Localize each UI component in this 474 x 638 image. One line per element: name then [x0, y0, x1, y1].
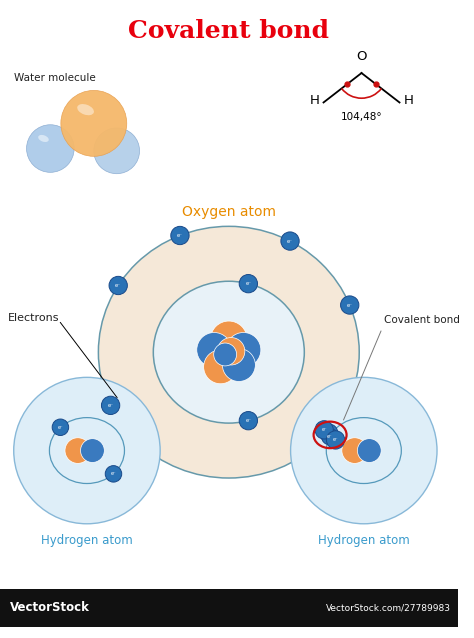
Ellipse shape — [38, 135, 49, 142]
Text: Covalent bond: Covalent bond — [384, 315, 460, 325]
Circle shape — [327, 431, 345, 449]
Circle shape — [101, 396, 120, 415]
Circle shape — [94, 128, 139, 174]
Text: e⁻: e⁻ — [58, 425, 63, 430]
Circle shape — [105, 466, 122, 482]
Text: e⁻: e⁻ — [287, 239, 293, 244]
Ellipse shape — [77, 104, 94, 115]
Text: e⁻: e⁻ — [115, 283, 121, 288]
Circle shape — [109, 276, 128, 295]
Circle shape — [357, 439, 381, 463]
Text: e⁻: e⁻ — [246, 418, 251, 423]
Circle shape — [61, 91, 127, 156]
Text: VectorStock.com/27789983: VectorStock.com/27789983 — [326, 604, 451, 612]
Text: O: O — [356, 50, 367, 63]
Circle shape — [341, 296, 359, 314]
Text: H: H — [404, 94, 414, 107]
Text: e⁻: e⁻ — [321, 427, 327, 433]
Ellipse shape — [153, 281, 304, 423]
Text: e⁻: e⁻ — [333, 438, 338, 442]
Circle shape — [197, 332, 232, 367]
Circle shape — [204, 350, 237, 383]
Circle shape — [14, 377, 160, 524]
Circle shape — [281, 232, 299, 250]
Circle shape — [239, 412, 257, 430]
Text: e⁻: e⁻ — [110, 471, 116, 477]
Circle shape — [291, 377, 437, 524]
Circle shape — [239, 274, 257, 293]
Text: e⁻: e⁻ — [177, 233, 183, 238]
Circle shape — [81, 439, 104, 463]
Text: e⁻: e⁻ — [327, 434, 333, 439]
Text: Hydrogen atom: Hydrogen atom — [41, 534, 133, 547]
Text: Water molecule: Water molecule — [14, 73, 95, 82]
Circle shape — [65, 438, 91, 463]
Circle shape — [222, 348, 255, 382]
Text: 104,48°: 104,48° — [341, 112, 383, 122]
Circle shape — [321, 428, 338, 445]
Circle shape — [52, 419, 69, 436]
Text: H: H — [310, 94, 319, 107]
Text: Electrons: Electrons — [8, 313, 60, 323]
Text: Oxygen atom: Oxygen atom — [182, 205, 276, 219]
Text: VectorStock: VectorStock — [10, 602, 90, 614]
Circle shape — [210, 321, 247, 358]
Circle shape — [315, 420, 333, 439]
Text: Covalent bond: Covalent bond — [128, 20, 329, 43]
Circle shape — [214, 343, 237, 366]
Circle shape — [342, 438, 367, 463]
Text: e⁻: e⁻ — [347, 302, 353, 308]
Circle shape — [226, 332, 261, 367]
Circle shape — [319, 424, 338, 442]
Circle shape — [171, 226, 189, 244]
Text: e⁻: e⁻ — [246, 281, 251, 286]
Bar — [0, 590, 457, 627]
Ellipse shape — [99, 226, 359, 478]
Text: Hydrogen atom: Hydrogen atom — [318, 534, 410, 547]
Text: e⁻: e⁻ — [326, 431, 332, 436]
Circle shape — [27, 125, 74, 172]
Circle shape — [218, 338, 245, 365]
Text: e⁻: e⁻ — [108, 403, 114, 408]
